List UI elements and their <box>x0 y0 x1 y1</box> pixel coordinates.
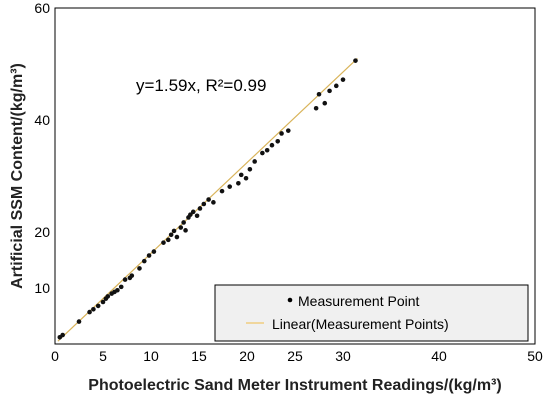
data-point <box>171 228 177 234</box>
regression-annotation: y=1.59x, R²=0.99 <box>136 76 266 95</box>
data-point <box>76 319 82 324</box>
data-point <box>178 225 184 230</box>
data-point <box>151 249 157 254</box>
data-point <box>122 277 128 282</box>
data-point <box>146 253 152 258</box>
data-point <box>316 91 322 97</box>
data-point <box>60 332 65 338</box>
data-point <box>141 258 147 264</box>
x-tick-label: 10 <box>143 348 159 364</box>
x-axis-ticks: 0 5 10 15 20 25 30 40 50 <box>51 348 543 364</box>
data-point <box>333 83 339 89</box>
data-point <box>322 100 328 106</box>
data-point <box>118 284 124 290</box>
data-point <box>95 303 101 309</box>
data-point <box>87 309 92 315</box>
data-point <box>327 88 332 94</box>
x-tick-label: 5 <box>99 348 107 364</box>
data-point <box>174 234 180 240</box>
x-tick-label: 0 <box>51 348 59 364</box>
y-axis-title: Artificial SSM Content/(kg/m³) <box>9 63 26 289</box>
data-point <box>264 147 270 153</box>
data-point <box>275 138 281 144</box>
data-point <box>247 166 253 172</box>
y-tick-label: 40 <box>34 112 50 128</box>
y-tick-label: 60 <box>34 0 50 16</box>
legend-marker-point <box>287 297 293 303</box>
data-point <box>211 200 216 205</box>
data-point <box>269 142 275 148</box>
y-axis-ticks: 10 20 40 60 <box>34 0 50 296</box>
data-point <box>91 306 96 312</box>
legend: Measurement Point Linear(Measurement Poi… <box>214 284 529 342</box>
plot-frame <box>54 7 536 345</box>
measurement-points <box>57 58 358 340</box>
data-point <box>197 206 203 211</box>
y-tick-label: 20 <box>34 224 50 240</box>
x-axis-title: Photoelectric Sand Meter Instrument Read… <box>88 377 501 394</box>
data-point <box>181 220 186 225</box>
legend-label-measurement-point: Measurement Point <box>298 293 420 309</box>
data-point <box>115 287 120 293</box>
data-point <box>168 232 174 238</box>
data-point <box>313 105 319 111</box>
data-point <box>285 128 291 133</box>
data-point <box>252 159 257 164</box>
data-point <box>206 197 211 202</box>
x-tick-label: 25 <box>287 348 303 364</box>
data-point <box>219 188 225 194</box>
data-point <box>165 237 171 243</box>
data-point <box>260 150 265 156</box>
data-point <box>194 213 200 219</box>
data-point <box>183 228 188 233</box>
data-point <box>279 131 284 136</box>
data-point <box>100 299 106 305</box>
x-tick-label: 15 <box>191 348 207 364</box>
data-point <box>236 180 241 186</box>
data-point <box>105 294 111 299</box>
data-point <box>129 273 135 278</box>
data-point <box>243 175 249 181</box>
y-tick-label: 10 <box>34 280 50 296</box>
legend-box <box>214 284 529 342</box>
x-tick-label: 50 <box>527 348 543 364</box>
x-tick-label: 40 <box>431 348 447 364</box>
data-point <box>201 201 207 207</box>
data-point <box>353 58 358 63</box>
x-tick-label: 20 <box>239 348 255 364</box>
data-point <box>188 212 193 217</box>
data-point <box>161 240 166 245</box>
x-tick-label: 30 <box>335 348 351 364</box>
data-point <box>238 172 244 178</box>
data-point <box>137 266 142 271</box>
legend-label-linear: Linear(Measurement Points) <box>272 316 449 332</box>
data-point <box>340 77 346 82</box>
data-point <box>227 184 233 189</box>
data-point <box>190 209 196 215</box>
